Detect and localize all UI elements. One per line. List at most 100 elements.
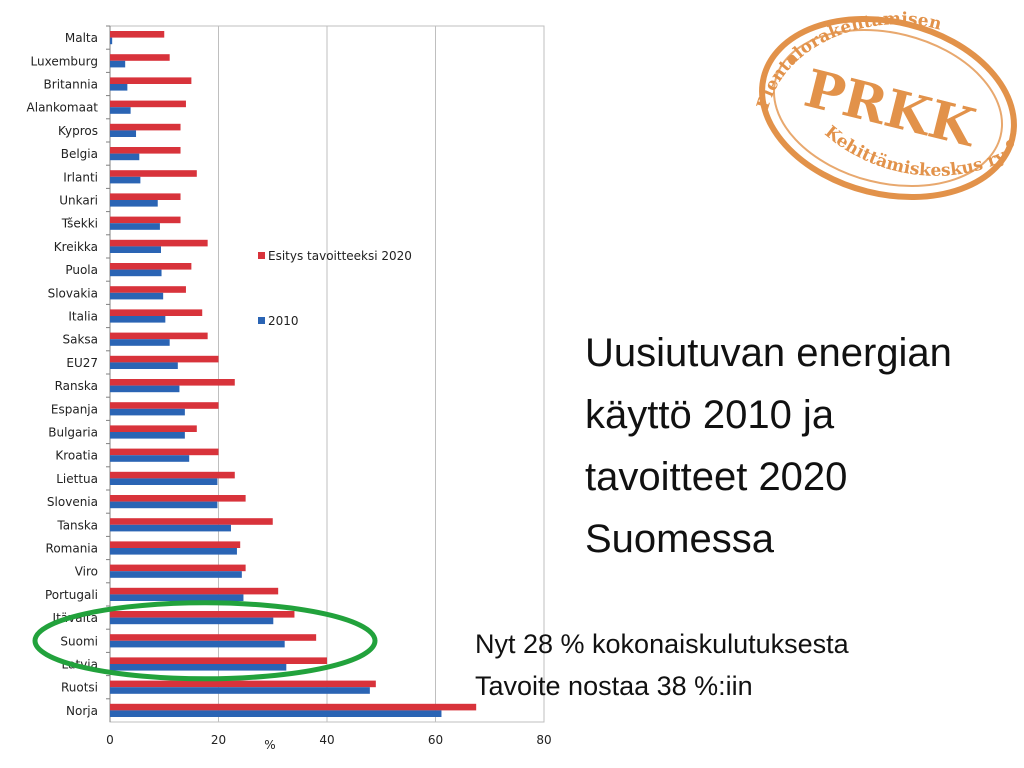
category-label: Britannia [44, 78, 98, 92]
category-label: Kroatia [55, 449, 98, 463]
bar-target-2020 [110, 402, 219, 409]
bar-target-2020 [110, 448, 219, 456]
category-label: Kreikka [54, 240, 98, 254]
x-tick-label: 40 [319, 733, 334, 747]
slide-notes: Nyt 28 % kokonaiskulutuksesta Tavoite no… [475, 623, 1015, 707]
bar-target-2020 [110, 564, 246, 572]
bar-target-2020 [110, 471, 235, 479]
bar-target-2020 [110, 147, 181, 154]
bar-2010 [110, 687, 370, 694]
bar-2010 [110, 408, 185, 416]
bar-2010 [110, 640, 285, 648]
bar-2010 [110, 223, 160, 230]
category-label: Espanja [51, 402, 98, 416]
category-label: Slovakia [48, 286, 98, 300]
bar-2010 [110, 524, 231, 532]
bar-target-2020 [110, 31, 165, 38]
bar-target-2020 [110, 541, 241, 548]
bar-target-2020 [110, 703, 477, 711]
category-label: Irlanti [63, 170, 98, 184]
note-line-target: Tavoite nostaa 38 %:iin [475, 671, 753, 701]
category-label: Bulgaria [48, 426, 98, 440]
category-label: Tanska [56, 518, 98, 532]
category-label: Belgia [61, 147, 98, 161]
bar-target-2020 [110, 193, 181, 200]
bar-target-2020 [110, 680, 376, 688]
bar-2010 [110, 269, 162, 277]
bar-2010 [110, 339, 170, 346]
category-label: Norja [66, 704, 98, 718]
bar-2010 [110, 84, 128, 91]
bar-target-2020 [110, 425, 197, 432]
bar-2010 [110, 478, 218, 485]
x-axis-label: % [264, 738, 275, 752]
bar-target-2020 [110, 611, 295, 618]
bar-target-2020 [110, 379, 235, 386]
x-tick-label: 0 [106, 733, 114, 747]
x-tick-label: 60 [428, 733, 443, 747]
bar-2010 [110, 130, 137, 137]
bar-target-2020 [110, 239, 208, 247]
slide-title: Uusiutuvan energian käyttö 2010 ja tavoi… [585, 331, 952, 561]
bar-target-2020 [110, 123, 181, 131]
bar-chart: 0 20 40 60 80% Malta Luxemburg Britannia Alankom… [27, 25, 552, 752]
bar-2010 [110, 362, 178, 369]
logo-dot [1006, 140, 1014, 148]
category-label: Viro [75, 565, 98, 579]
bar-2010 [110, 432, 185, 439]
legend-swatch-target-2020 [258, 252, 265, 259]
bar-2010 [110, 501, 218, 509]
bar-2010 [110, 200, 158, 207]
bar-2010 [110, 571, 242, 578]
bar-2010 [110, 617, 274, 625]
logo-dot [788, 56, 796, 64]
category-label: Slovenia [47, 495, 98, 509]
bar-2010 [110, 176, 141, 184]
category-label: Saksa [62, 333, 98, 347]
bar-target-2020 [110, 657, 327, 664]
category-label: Unkari [59, 194, 98, 208]
bar-target-2020 [110, 216, 181, 224]
category-label: Alankomaat [27, 101, 99, 115]
category-label: Portugali [45, 588, 98, 602]
bar-2010 [110, 664, 287, 671]
bar-2010 [110, 246, 161, 253]
legend-swatch-2010 [258, 317, 265, 324]
bar-2010 [110, 107, 131, 114]
bar-2010 [110, 153, 140, 161]
bar-2010 [110, 385, 180, 393]
bar-target-2020 [110, 309, 203, 316]
category-label: Kypros [58, 124, 98, 138]
category-label: Suomi [60, 634, 98, 648]
bar-target-2020 [110, 634, 317, 641]
category-label: Malta [65, 31, 98, 45]
bar-target-2020 [110, 286, 186, 293]
category-label: Ranska [55, 379, 98, 393]
category-label: Luxemburg [31, 54, 98, 68]
bar-target-2020 [110, 170, 197, 177]
highlight-ellipse [32, 600, 378, 682]
bar-target-2020 [110, 355, 219, 363]
logo-abbreviation: PRKK [799, 58, 983, 159]
bar-target-2020 [110, 518, 273, 525]
bar-target-2020 [110, 100, 186, 108]
x-tick-label: 20 [211, 733, 226, 747]
bar-2010 [110, 292, 164, 300]
legend-label-target-2020: Esitys tavoitteeksi 2020 [268, 249, 412, 263]
bar-target-2020 [110, 587, 279, 595]
bar-2010 [110, 594, 244, 601]
bar-target-2020 [110, 54, 170, 61]
bar-target-2020 [110, 77, 192, 84]
category-label: Ruotsi [61, 681, 98, 695]
bar-2010 [110, 548, 237, 555]
bar-target-2020 [110, 332, 208, 340]
legend-label-2010: 2010 [268, 314, 299, 328]
bar-2010 [110, 455, 190, 462]
category-label: Tšekki [61, 217, 98, 231]
bar-2010 [110, 710, 442, 717]
bar-target-2020 [110, 495, 246, 502]
category-label: EU27 [66, 356, 98, 370]
category-label: Romania [46, 542, 98, 556]
bar-2010 [110, 37, 113, 45]
prkk-logo-stamp: PRKK Pientalorakentamisen Kehittämiskesk… [753, 9, 1017, 201]
